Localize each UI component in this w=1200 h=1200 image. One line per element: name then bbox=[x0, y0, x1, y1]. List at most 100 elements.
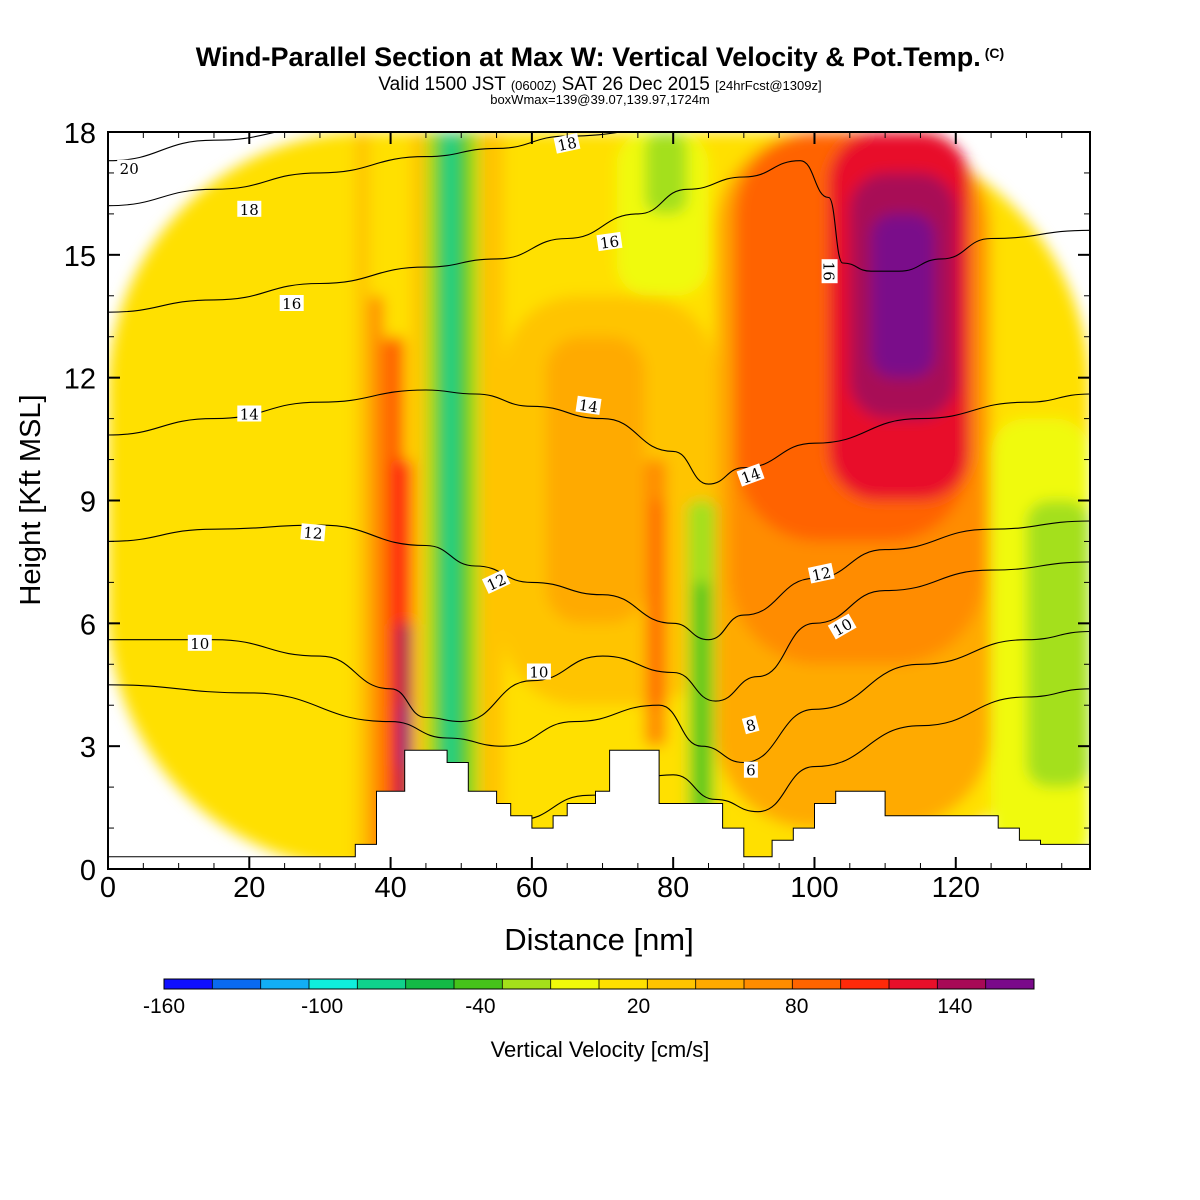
contour-label-2: 18 bbox=[553, 133, 581, 155]
contour-label-bg bbox=[741, 715, 760, 735]
x-axis-label: Distance [nm] bbox=[504, 922, 694, 957]
colorbar-swatch-1 bbox=[212, 979, 262, 989]
contour-label-bg bbox=[237, 200, 262, 217]
contour-label-bg bbox=[237, 405, 262, 422]
velocity-cell-13 bbox=[478, 132, 504, 869]
velocity-cell-17 bbox=[651, 500, 663, 706]
contour-label-text: 6 bbox=[746, 762, 756, 780]
terrain-shape bbox=[108, 749, 1090, 869]
velocity-cell-27 bbox=[870, 213, 935, 378]
colorbar-swatch-7 bbox=[502, 979, 552, 989]
velocity-cell-29 bbox=[1026, 500, 1090, 788]
contour-label-11: 12 bbox=[807, 562, 835, 585]
colorbar-swatch-17 bbox=[985, 979, 1035, 989]
x-tick-label: 60 bbox=[516, 872, 548, 904]
contour-label-text: 16 bbox=[599, 232, 620, 252]
theta-contour-20 bbox=[108, 132, 279, 162]
colorbar-swatch-10 bbox=[647, 979, 697, 989]
colorbar-swatch-5 bbox=[405, 979, 455, 989]
velocity-cell-10 bbox=[443, 132, 458, 869]
contour-label-text: 10 bbox=[190, 635, 209, 653]
theta-contour-8 bbox=[108, 630, 1090, 764]
contour-label-bg bbox=[279, 295, 304, 311]
x-tick-label: 0 bbox=[100, 872, 116, 904]
contour-label-7: 14 bbox=[575, 395, 602, 417]
y-tick-label: 9 bbox=[80, 487, 96, 519]
colorbar-tick-label: -160 bbox=[143, 995, 185, 1018]
velocity-cell-9 bbox=[436, 132, 444, 869]
colorbar-swatch-8 bbox=[550, 979, 600, 989]
theta-contour-14 bbox=[108, 389, 1090, 485]
velocity-cell-7 bbox=[411, 132, 426, 869]
terrain-mask bbox=[108, 749, 1090, 869]
velocity-cell-15 bbox=[546, 336, 645, 624]
contour-label-bg bbox=[117, 159, 142, 176]
contour-label-bg bbox=[827, 613, 857, 640]
contour-label-text: 8 bbox=[744, 716, 758, 736]
x-tick-label: 100 bbox=[790, 872, 838, 904]
chart-subtitle: Valid 1500 JST (0600Z) SAT 26 Dec 2015 [… bbox=[378, 74, 822, 95]
colorbar-tick-label: -40 bbox=[465, 995, 495, 1018]
contour-label-text: 16 bbox=[820, 262, 838, 281]
colorbar-swatch-6 bbox=[454, 979, 503, 989]
colorbar-swatch-16 bbox=[937, 979, 987, 989]
colorbar-swatch-11 bbox=[695, 979, 745, 989]
contour-label-bg bbox=[736, 463, 765, 487]
colorbar-swatch-4 bbox=[357, 979, 407, 989]
velocity-cell-1 bbox=[355, 132, 370, 869]
contour-label-bg bbox=[575, 395, 602, 415]
contour-label-bg bbox=[821, 259, 838, 284]
contour-label-13: 10 bbox=[526, 663, 551, 682]
contour-label-text: 14 bbox=[578, 396, 599, 416]
contour-label-3: 16 bbox=[279, 295, 304, 313]
contour-label-text: 16 bbox=[282, 295, 301, 313]
colorbar-swatch-13 bbox=[792, 979, 842, 989]
colorbar-swatch-9 bbox=[599, 979, 648, 989]
contour-label-bg bbox=[553, 133, 581, 154]
contour-label-8: 14 bbox=[736, 463, 765, 488]
colorbar-tick-label: 80 bbox=[785, 995, 808, 1018]
colorbar-swatch-0 bbox=[164, 979, 213, 989]
y-tick-label: 15 bbox=[64, 241, 96, 273]
y-tick-label: 6 bbox=[80, 609, 96, 641]
x-tick-label: 40 bbox=[374, 872, 406, 904]
contour-label-bg bbox=[481, 569, 511, 594]
contour-label-text: 14 bbox=[739, 464, 763, 487]
contour-label-4: 16 bbox=[596, 231, 623, 253]
contour-label-text: 12 bbox=[810, 563, 832, 585]
contour-label-12: 10 bbox=[187, 634, 212, 653]
contour-label-bg bbox=[187, 634, 212, 651]
colorbar-swatch-15 bbox=[889, 979, 938, 989]
x-tick-label: 20 bbox=[233, 872, 265, 904]
velocity-cell-2 bbox=[369, 295, 384, 869]
y-tick-label: 12 bbox=[64, 364, 96, 396]
colorbar-swatch-2 bbox=[260, 979, 310, 989]
colorbar-label: Vertical Velocity [cm/s] bbox=[491, 1037, 710, 1062]
colorbar-tick-label: 140 bbox=[937, 995, 972, 1018]
y-tick-label: 0 bbox=[80, 855, 96, 887]
colorbar-tick-label: -100 bbox=[301, 995, 343, 1018]
contour-label-text: 12 bbox=[303, 524, 324, 544]
theta-contour-18 bbox=[108, 132, 624, 207]
contour-label-bg bbox=[596, 231, 623, 252]
colorbar-swatch-3 bbox=[309, 979, 358, 989]
y-tick-label: 3 bbox=[80, 732, 96, 764]
contour-label-15: 8 bbox=[741, 715, 760, 736]
x-tick-label: 80 bbox=[657, 872, 689, 904]
axis-ticks: 0 20 40 60 80 100 120 0 3 6 9 12 15 18 bbox=[64, 118, 1090, 904]
contour-label-0: 20 bbox=[117, 159, 142, 178]
contour-label-5: 16 bbox=[820, 259, 838, 284]
velocity-cell-21 bbox=[644, 132, 688, 214]
contour-label-bg bbox=[807, 562, 835, 584]
y-tick-label: 18 bbox=[64, 118, 96, 150]
contour-label-16: 6 bbox=[743, 761, 758, 780]
velocity-cell-12 bbox=[468, 132, 479, 869]
contour-label-6: 14 bbox=[237, 405, 262, 424]
colorbar-swatch-12 bbox=[744, 979, 793, 989]
colorbar-swatch-14 bbox=[840, 979, 890, 989]
colorbar: -160 -100 -40 20 80 140 bbox=[143, 978, 1035, 1018]
y-axis-label: Height [Kft MSL] bbox=[15, 394, 47, 605]
